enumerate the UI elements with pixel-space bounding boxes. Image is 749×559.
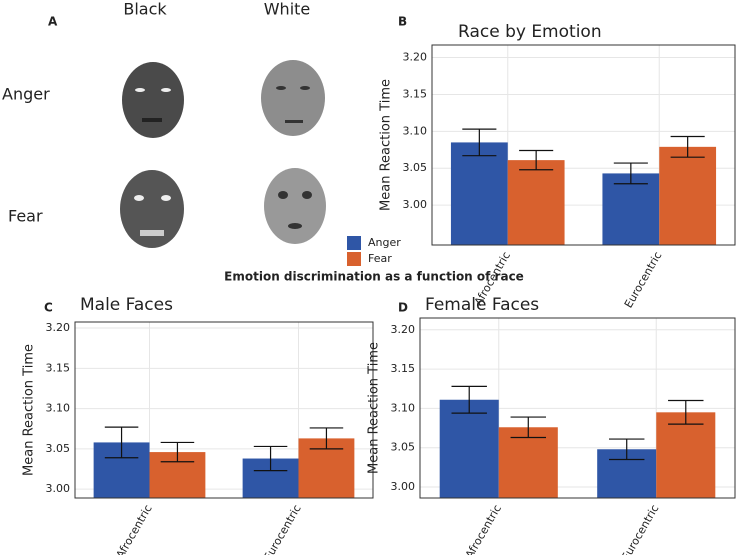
plot-border bbox=[431, 44, 736, 246]
y-tick-label: 3.15 bbox=[391, 362, 416, 375]
error-bar bbox=[104, 426, 139, 459]
x-tick-label: Eurocentric bbox=[622, 250, 665, 311]
legend-label: Anger bbox=[368, 236, 401, 249]
panel-label: C bbox=[44, 301, 53, 315]
error-bar bbox=[613, 162, 648, 185]
bar bbox=[450, 142, 508, 245]
y-tick-label: 3.10 bbox=[391, 401, 416, 414]
legend-label: Fear bbox=[368, 252, 392, 265]
plot-border bbox=[74, 321, 374, 499]
error-bar bbox=[309, 427, 344, 450]
column-label: Black bbox=[123, 0, 167, 19]
x-tick-label: Eurocentric bbox=[619, 503, 662, 556]
bar bbox=[602, 173, 660, 245]
y-tick-label: 3.05 bbox=[403, 161, 428, 174]
chart-title: Race by Emotion bbox=[458, 22, 602, 42]
error-bar bbox=[462, 128, 497, 157]
caption: Emotion discrimination as a function of … bbox=[224, 270, 524, 284]
y-axis-label: Mean Reaction Time bbox=[367, 342, 382, 474]
error-bar bbox=[609, 438, 645, 461]
y-tick-label: 3.20 bbox=[391, 323, 416, 336]
x-tick-label: Eurocentric bbox=[261, 503, 304, 556]
column-label: White bbox=[264, 0, 311, 19]
error-bar bbox=[510, 416, 546, 439]
error-bar bbox=[668, 399, 704, 425]
legend-swatch bbox=[347, 252, 361, 266]
error-bar bbox=[160, 441, 195, 463]
bar bbox=[659, 146, 717, 245]
y-tick-label: 3.15 bbox=[46, 361, 71, 374]
panel-label: B bbox=[398, 15, 407, 29]
x-tick-label: Afrocentric bbox=[463, 503, 504, 556]
panel-label: A bbox=[48, 15, 58, 29]
error-bar bbox=[451, 385, 487, 414]
legend-swatch bbox=[347, 236, 361, 250]
y-tick-label: 3.05 bbox=[391, 441, 416, 454]
y-tick-label: 3.20 bbox=[403, 51, 428, 64]
bar bbox=[439, 399, 499, 498]
y-tick-label: 3.20 bbox=[46, 321, 71, 334]
y-axis-label: Mean Reaction Time bbox=[379, 79, 394, 211]
x-tick-label: Afrocentric bbox=[114, 503, 155, 556]
y-tick-label: 3.00 bbox=[403, 198, 428, 211]
y-axis-label: Mean Reaction Time bbox=[22, 344, 37, 476]
y-tick-label: 3.15 bbox=[403, 87, 428, 100]
y-tick-label: 3.05 bbox=[46, 442, 71, 455]
y-tick-label: 3.00 bbox=[391, 480, 416, 493]
y-tick-label: 3.10 bbox=[46, 402, 71, 415]
plot-border bbox=[419, 317, 736, 499]
y-tick-label: 3.00 bbox=[46, 482, 71, 495]
row-label: Fear bbox=[8, 207, 43, 226]
error-bar bbox=[253, 445, 288, 472]
chart-title: Female Faces bbox=[425, 295, 539, 315]
error-bar bbox=[519, 149, 554, 171]
bar bbox=[507, 160, 565, 245]
y-tick-label: 3.10 bbox=[403, 124, 428, 137]
panel-label: D bbox=[398, 301, 408, 315]
row-label: Anger bbox=[2, 85, 50, 104]
bar bbox=[656, 412, 716, 498]
bar bbox=[498, 427, 558, 498]
chart-title: Male Faces bbox=[80, 295, 173, 315]
face-images bbox=[120, 60, 326, 248]
error-bar bbox=[670, 135, 705, 158]
